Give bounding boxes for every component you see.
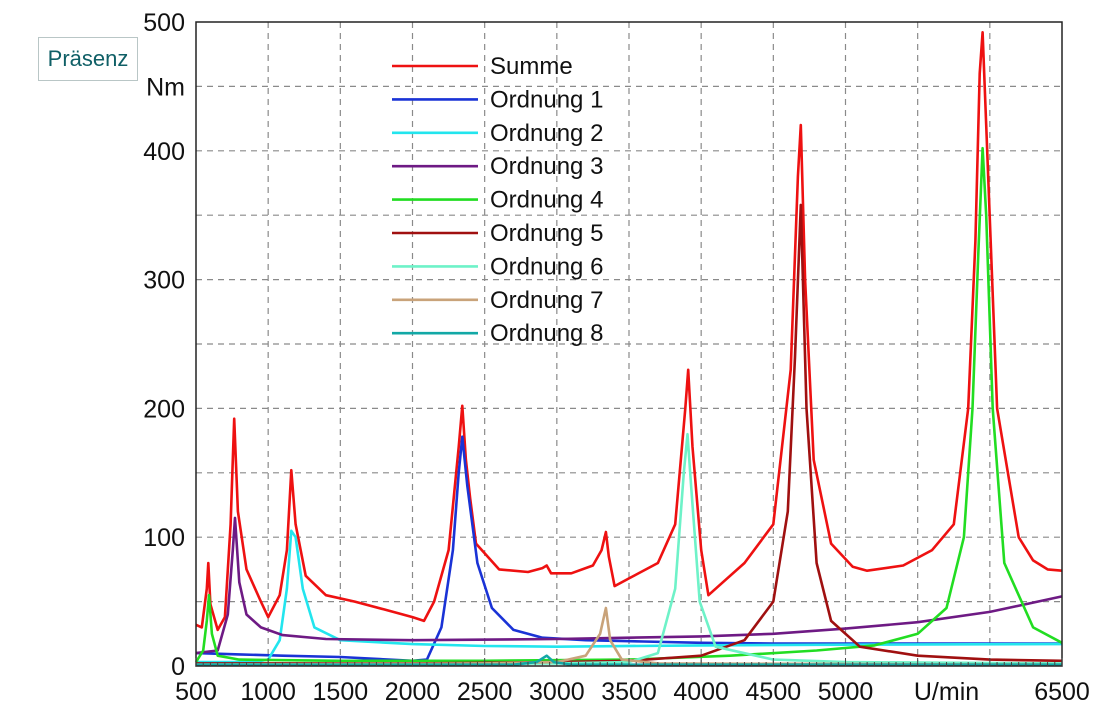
- x-tick-label: 4500: [746, 678, 802, 706]
- legend-label-8: Ordnung 7: [490, 287, 603, 314]
- x-tick-label: 1000: [240, 678, 296, 706]
- x-tick-label: 4000: [673, 678, 729, 706]
- legend-label-3: Ordnung 2: [490, 120, 603, 147]
- grid-lines: [196, 22, 1062, 666]
- y-tick-label: 500: [143, 9, 185, 37]
- x-tick-label: 3500: [601, 678, 657, 706]
- legend-label-6: Ordnung 5: [490, 220, 603, 247]
- legend-label-5: Ordnung 4: [490, 187, 603, 214]
- y-tick-label: 300: [143, 267, 185, 295]
- y-tick-label: 200: [143, 395, 185, 423]
- x-axis-unit-label: U/min: [914, 678, 979, 706]
- legend-label-7: Ordnung 6: [490, 253, 603, 280]
- series-line-4: [195, 516, 1063, 655]
- legend-label-2: Ordnung 1: [490, 86, 603, 113]
- y-tick-label: 400: [143, 138, 185, 166]
- series-line-5: [194, 146, 1063, 663]
- legend-label-4: Ordnung 3: [490, 153, 603, 180]
- axis-ticks: 500 1000 1500 2000 2500 3000 3500 4000 4500 5000 6…: [143, 9, 1090, 706]
- series-line-2: [195, 435, 1062, 663]
- x-tick-label: 500: [175, 678, 217, 706]
- legend-label-1: Summe: [490, 53, 573, 80]
- x-tick-label: 2500: [457, 678, 513, 706]
- series-lines: [194, 30, 1063, 666]
- y-tick-label: 0: [171, 653, 185, 681]
- x-tick-label: 3000: [529, 678, 585, 706]
- x-tick-label: 1500: [313, 678, 369, 706]
- y-axis-unit-label: Nm: [146, 73, 185, 101]
- series-line-1: [195, 30, 1063, 632]
- praesenz-badge[interactable]: Präsenz: [38, 37, 138, 81]
- x-tick-label: 5000: [818, 678, 874, 706]
- legend-label-9: Ordnung 8: [490, 320, 603, 347]
- series-line-3: [196, 529, 1063, 664]
- x-tick-label: 2000: [385, 678, 441, 706]
- y-tick-label: 100: [143, 524, 185, 552]
- x-tick-label: 6500: [1034, 678, 1090, 706]
- legend: Summe Ordnung 1 Ordnung 2 Ordnung 3 Ordnung …: [392, 53, 603, 347]
